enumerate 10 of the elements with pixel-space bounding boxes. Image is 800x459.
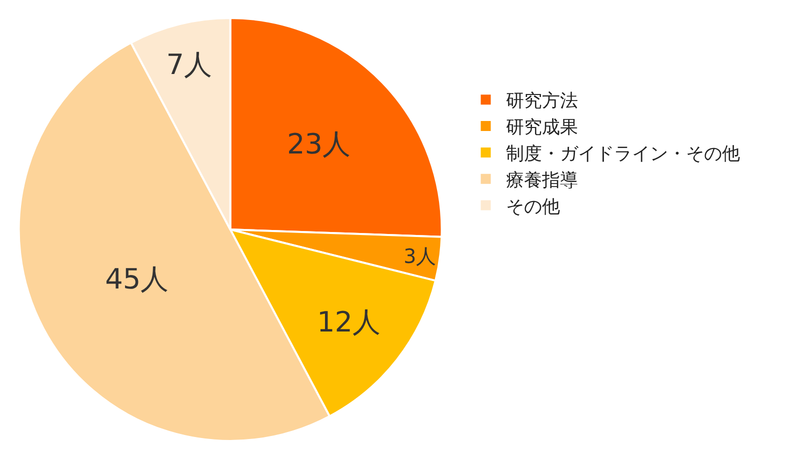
legend-label: 研究方法	[506, 90, 578, 112]
data-label: 23人	[286, 128, 351, 161]
legend-label: 研究成果	[506, 117, 578, 138]
legend-label: 制度・ガイドライン・その他	[506, 143, 740, 164]
legend-label: 療養指導	[506, 170, 578, 191]
data-label: 3人	[404, 244, 436, 268]
legend-label: その他	[506, 196, 560, 218]
data-label: 7人	[166, 48, 212, 81]
data-label: 12人	[316, 306, 381, 339]
data-label: 45人	[105, 262, 169, 296]
